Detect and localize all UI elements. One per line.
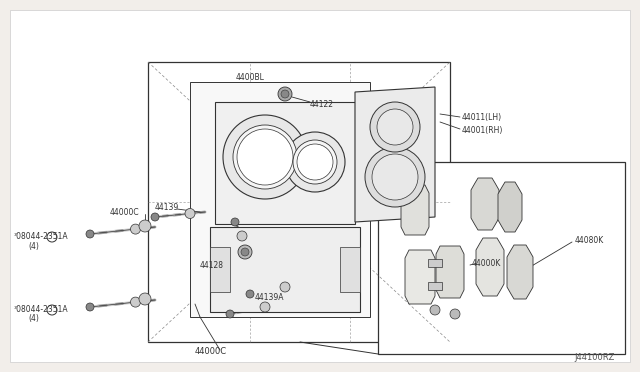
Polygon shape: [355, 87, 435, 222]
Polygon shape: [401, 185, 429, 235]
Circle shape: [370, 102, 420, 152]
Circle shape: [285, 132, 345, 192]
Circle shape: [223, 115, 307, 199]
Circle shape: [281, 90, 289, 98]
Polygon shape: [148, 62, 450, 342]
Circle shape: [47, 305, 57, 315]
Text: 44011(LH): 44011(LH): [462, 112, 502, 122]
Circle shape: [297, 144, 333, 180]
Polygon shape: [476, 238, 504, 296]
Circle shape: [139, 220, 151, 232]
Circle shape: [131, 297, 141, 307]
Text: 44128: 44128: [200, 260, 224, 269]
Circle shape: [151, 213, 159, 221]
Circle shape: [430, 305, 440, 315]
Polygon shape: [405, 250, 435, 304]
Circle shape: [238, 245, 252, 259]
Text: 44000C: 44000C: [195, 347, 227, 356]
Circle shape: [86, 230, 94, 238]
Circle shape: [231, 218, 239, 226]
Circle shape: [86, 303, 94, 311]
Circle shape: [293, 140, 337, 184]
Circle shape: [233, 125, 297, 189]
Polygon shape: [340, 247, 360, 292]
Text: 4400BL: 4400BL: [236, 73, 264, 81]
Circle shape: [278, 87, 292, 101]
Circle shape: [450, 309, 460, 319]
Text: 44000K: 44000K: [472, 260, 501, 269]
Text: 44122: 44122: [310, 99, 334, 109]
Circle shape: [131, 224, 141, 234]
Text: (4): (4): [28, 314, 39, 323]
Text: J44100RZ: J44100RZ: [575, 353, 615, 362]
Circle shape: [246, 290, 254, 298]
Bar: [428, 259, 442, 267]
Polygon shape: [190, 82, 370, 317]
Polygon shape: [471, 178, 499, 230]
Circle shape: [139, 293, 151, 305]
Text: 44080K: 44080K: [575, 235, 604, 244]
Circle shape: [280, 282, 290, 292]
Text: (4): (4): [28, 241, 39, 250]
Circle shape: [372, 154, 418, 200]
Circle shape: [241, 248, 249, 256]
Polygon shape: [210, 247, 230, 292]
Text: 44139A: 44139A: [255, 292, 285, 301]
Circle shape: [226, 310, 234, 318]
Circle shape: [185, 208, 195, 218]
Circle shape: [47, 232, 57, 242]
Text: 44001(RH): 44001(RH): [462, 125, 504, 135]
Polygon shape: [436, 246, 464, 298]
Circle shape: [237, 231, 247, 241]
Text: ³08044-2351A: ³08044-2351A: [14, 231, 68, 241]
Bar: [428, 282, 442, 290]
Polygon shape: [507, 245, 533, 299]
Circle shape: [237, 129, 293, 185]
Text: 44000C: 44000C: [110, 208, 140, 217]
Polygon shape: [215, 102, 355, 224]
Polygon shape: [378, 162, 625, 354]
Polygon shape: [210, 227, 360, 312]
Polygon shape: [498, 182, 522, 232]
Circle shape: [377, 109, 413, 145]
Circle shape: [260, 302, 270, 312]
Text: ³08044-2351A: ³08044-2351A: [14, 305, 68, 314]
Circle shape: [365, 147, 425, 207]
Text: 44139: 44139: [155, 202, 179, 212]
